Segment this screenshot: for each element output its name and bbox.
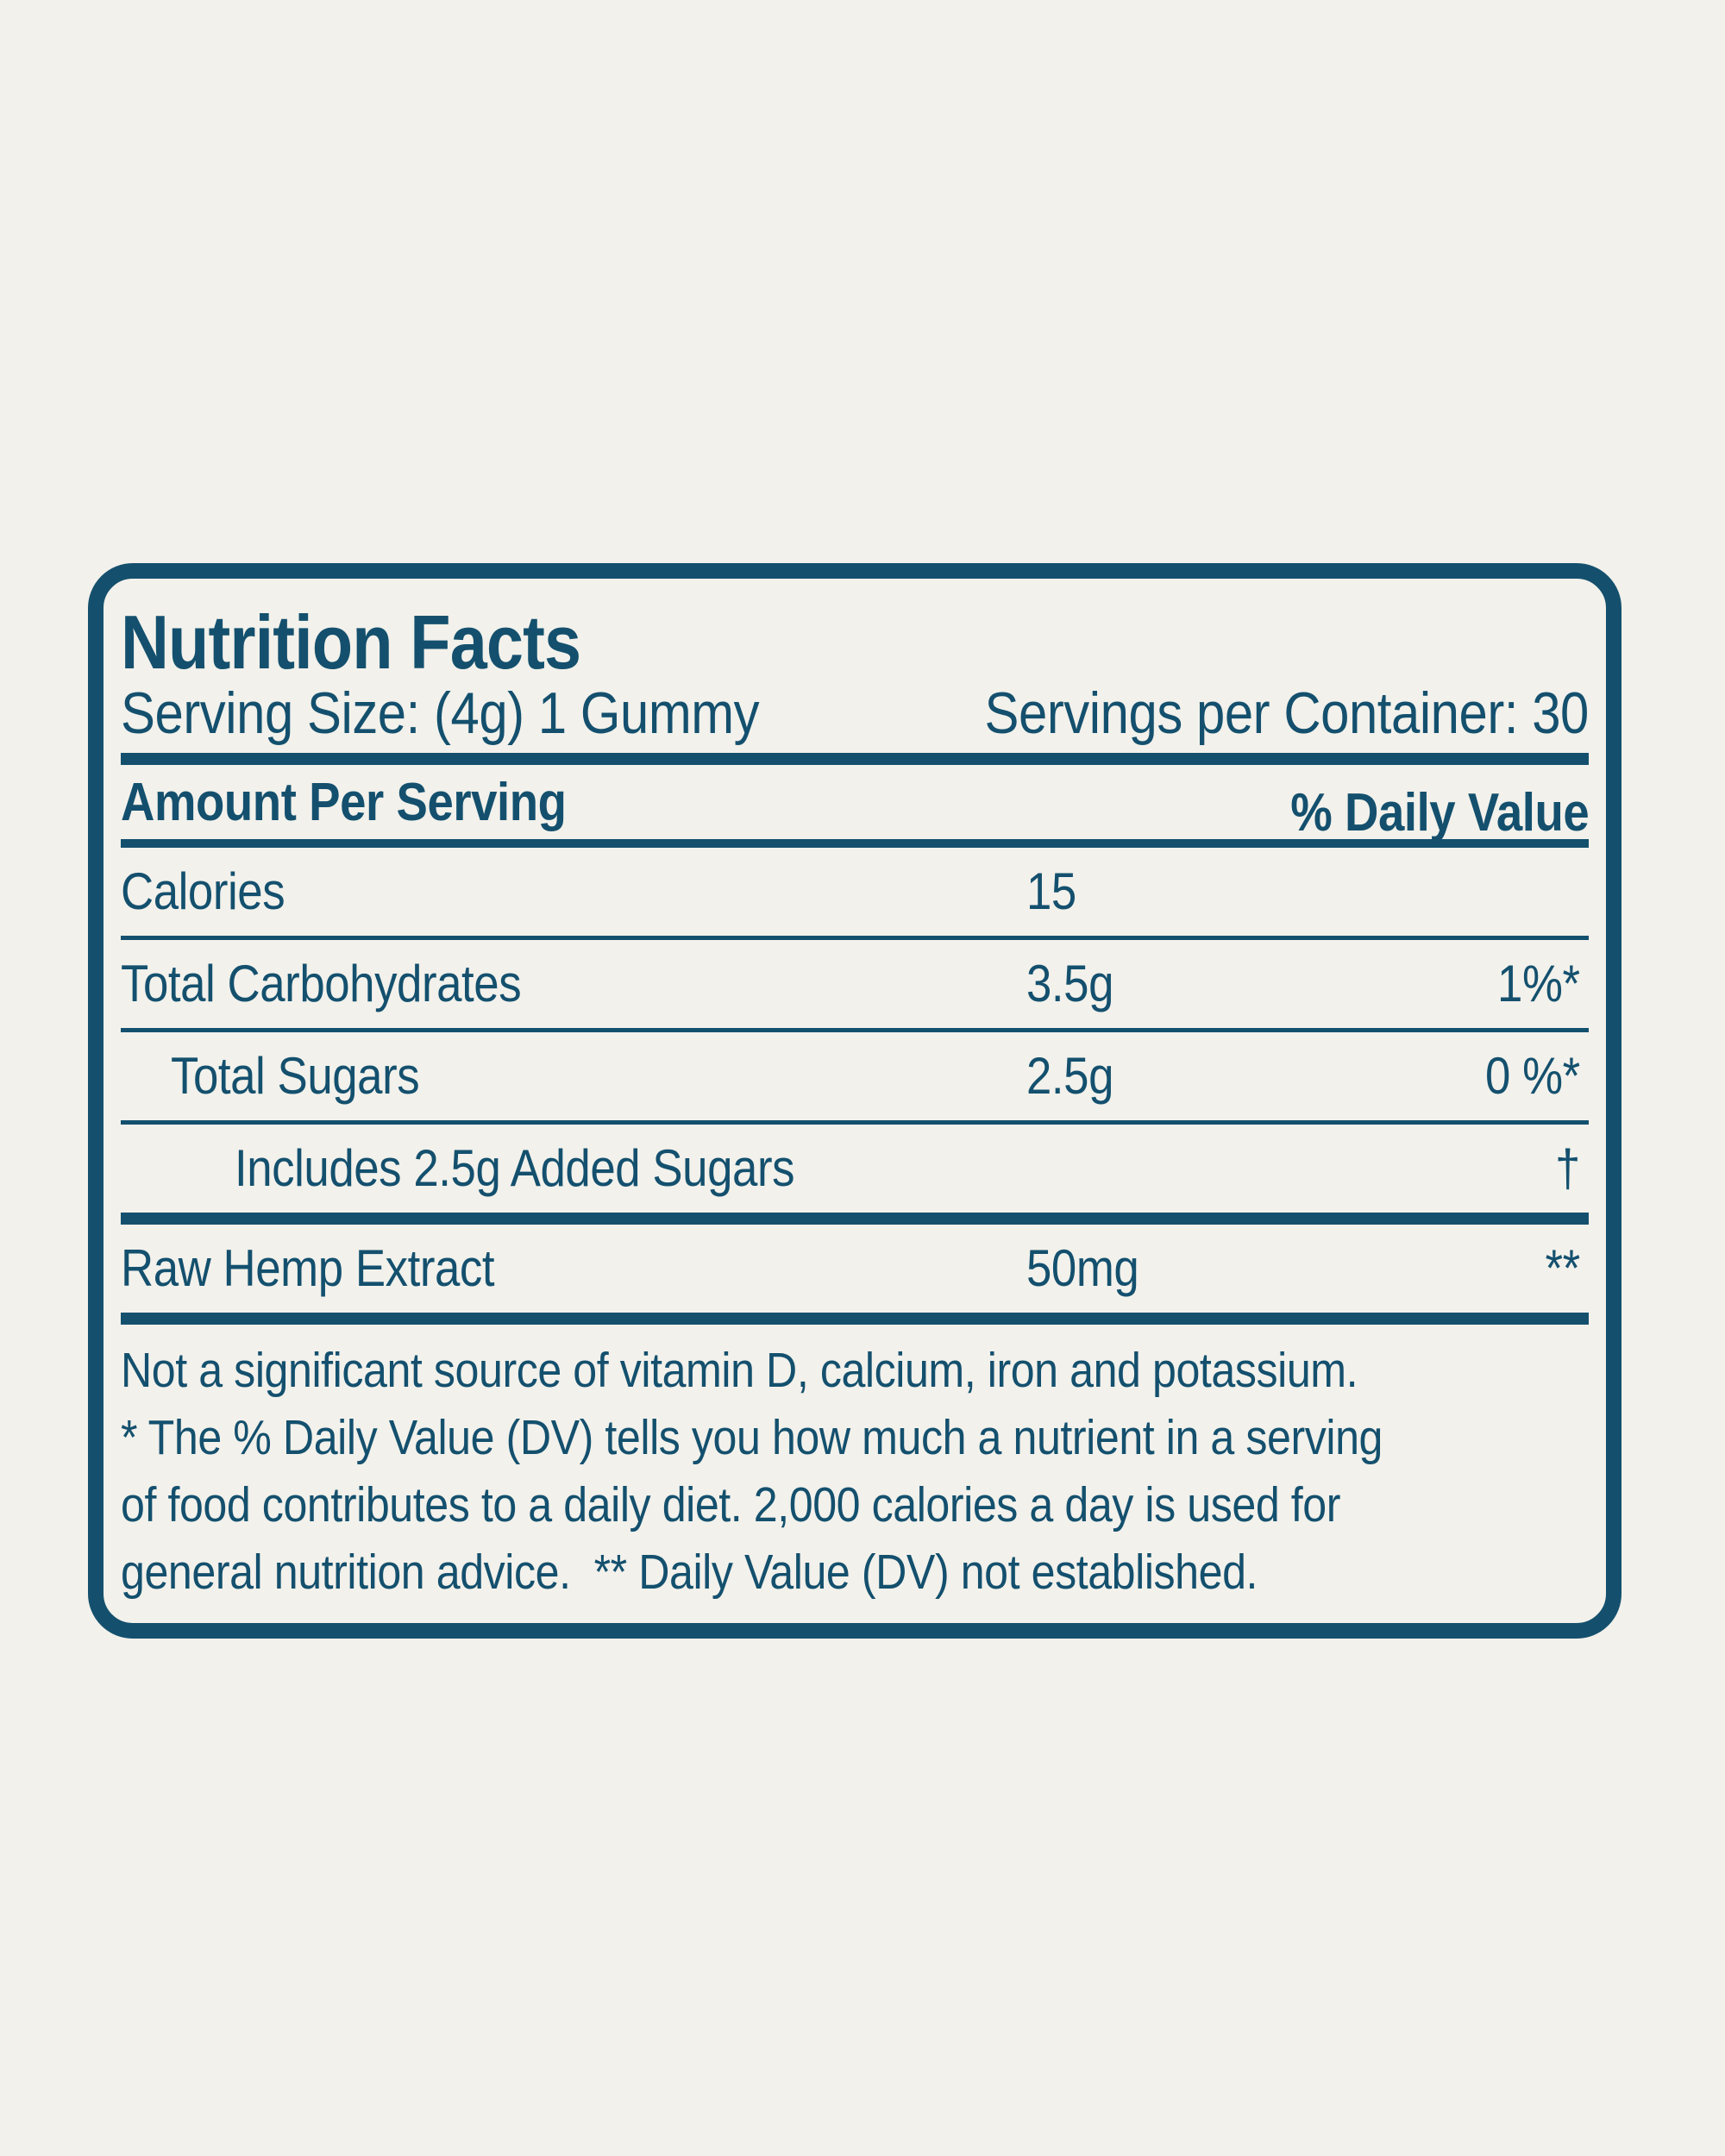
footnote-line: Not a significant source of vitamin D, c… (121, 1343, 1358, 1398)
nutrition-facts-panel: Nutrition Facts Serving Size: (4g) 1 Gum… (88, 563, 1622, 1639)
divider-thick (121, 1313, 1589, 1325)
footnote-line: of food contributes to a daily diet. 2,0… (121, 1477, 1340, 1532)
nutrition-title: Nutrition Facts (121, 603, 1589, 682)
divider-thick (121, 1213, 1589, 1225)
nutrient-daily-value: 0 %* (1485, 1047, 1580, 1105)
serving-info-row: Serving Size: (4g) 1 Gummy Servings per … (121, 682, 1589, 744)
nutrient-name: Total Sugars (171, 1047, 420, 1105)
nutrient-name: Raw Hemp Extract (121, 1239, 495, 1297)
footnote-line: general nutrition advice. ** Daily Value… (121, 1545, 1258, 1600)
row-added-sugars: Includes 2.5g Added Sugars † (121, 1125, 1589, 1213)
row-total-carbohydrates: Total Carbohydrates 3.5g 1%* (121, 940, 1589, 1028)
nutrient-amount: 3.5g (1026, 955, 1114, 1012)
divider-thick (121, 753, 1589, 765)
divider-thin (121, 1028, 1589, 1032)
nutrient-name: Includes 2.5g Added Sugars (235, 1139, 795, 1197)
row-total-sugars: Total Sugars 2.5g 0 %* (121, 1032, 1589, 1120)
nutrient-daily-value: † (1555, 1139, 1580, 1197)
nutrient-daily-value: 1%* (1497, 955, 1580, 1012)
serving-size-text: Serving Size: (4g) 1 Gummy (121, 680, 760, 746)
nutrient-name: Total Carbohydrates (121, 955, 522, 1012)
footnote-line: * The % Daily Value (DV) tells you how m… (121, 1410, 1383, 1465)
nutrient-amount: 2.5g (1026, 1047, 1114, 1105)
nutrient-daily-value: ** (1545, 1239, 1581, 1297)
row-raw-hemp-extract: Raw Hemp Extract 50mg ** (121, 1225, 1589, 1313)
column-header-row: Amount Per Serving % Daily Value (121, 765, 1589, 843)
divider-medium (121, 839, 1589, 848)
nutrient-amount: 15 (1026, 862, 1076, 920)
servings-per-container-text: Servings per Container: 30 (984, 680, 1590, 746)
nutrient-amount: 50mg (1026, 1239, 1139, 1297)
daily-value-header: % Daily Value (1289, 782, 1590, 843)
divider-thin (121, 936, 1589, 940)
footnote: Not a significant source of vitamin D, c… (121, 1337, 1589, 1606)
nutrient-name: Calories (121, 862, 285, 920)
row-calories: Calories 15 (121, 848, 1589, 936)
amount-per-serving-header: Amount Per Serving (121, 772, 567, 832)
divider-thin (121, 1120, 1589, 1125)
nutrition-title-text: Nutrition Facts (121, 599, 581, 685)
